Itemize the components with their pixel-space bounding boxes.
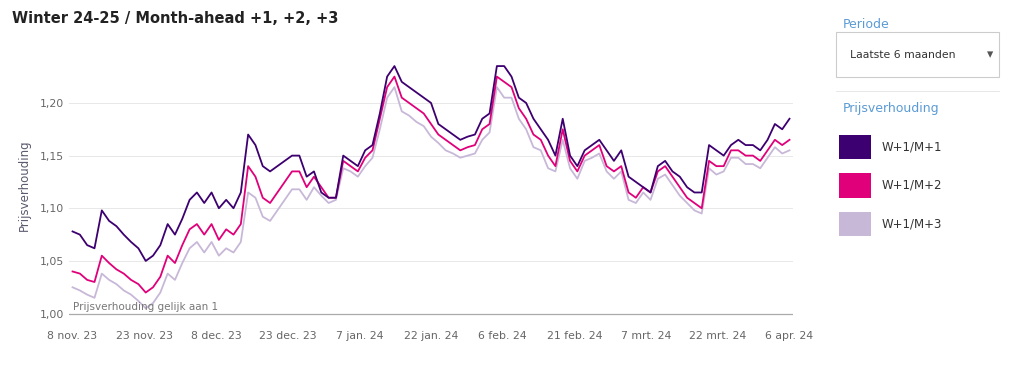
Text: W+1/M+3: W+1/M+3 (881, 217, 942, 230)
Text: ▾: ▾ (987, 48, 993, 61)
Text: W+1/M+1: W+1/M+1 (881, 141, 942, 153)
Bar (839, 173, 871, 198)
Text: Winter 24-25 / Month-ahead +1, +2, +3: Winter 24-25 / Month-ahead +1, +2, +3 (12, 11, 338, 26)
Text: Prijsverhouding: Prijsverhouding (843, 102, 939, 115)
Bar (839, 135, 871, 159)
Text: W+1/M+2: W+1/M+2 (881, 179, 942, 192)
Text: Prijsverhouding gelijk aan 1: Prijsverhouding gelijk aan 1 (73, 302, 218, 312)
FancyBboxPatch shape (836, 32, 999, 77)
Text: Periode: Periode (843, 18, 889, 31)
Y-axis label: Prijsverhouding: Prijsverhouding (18, 140, 31, 231)
Bar (839, 211, 871, 236)
Text: Laatste 6 maanden: Laatste 6 maanden (850, 50, 955, 60)
